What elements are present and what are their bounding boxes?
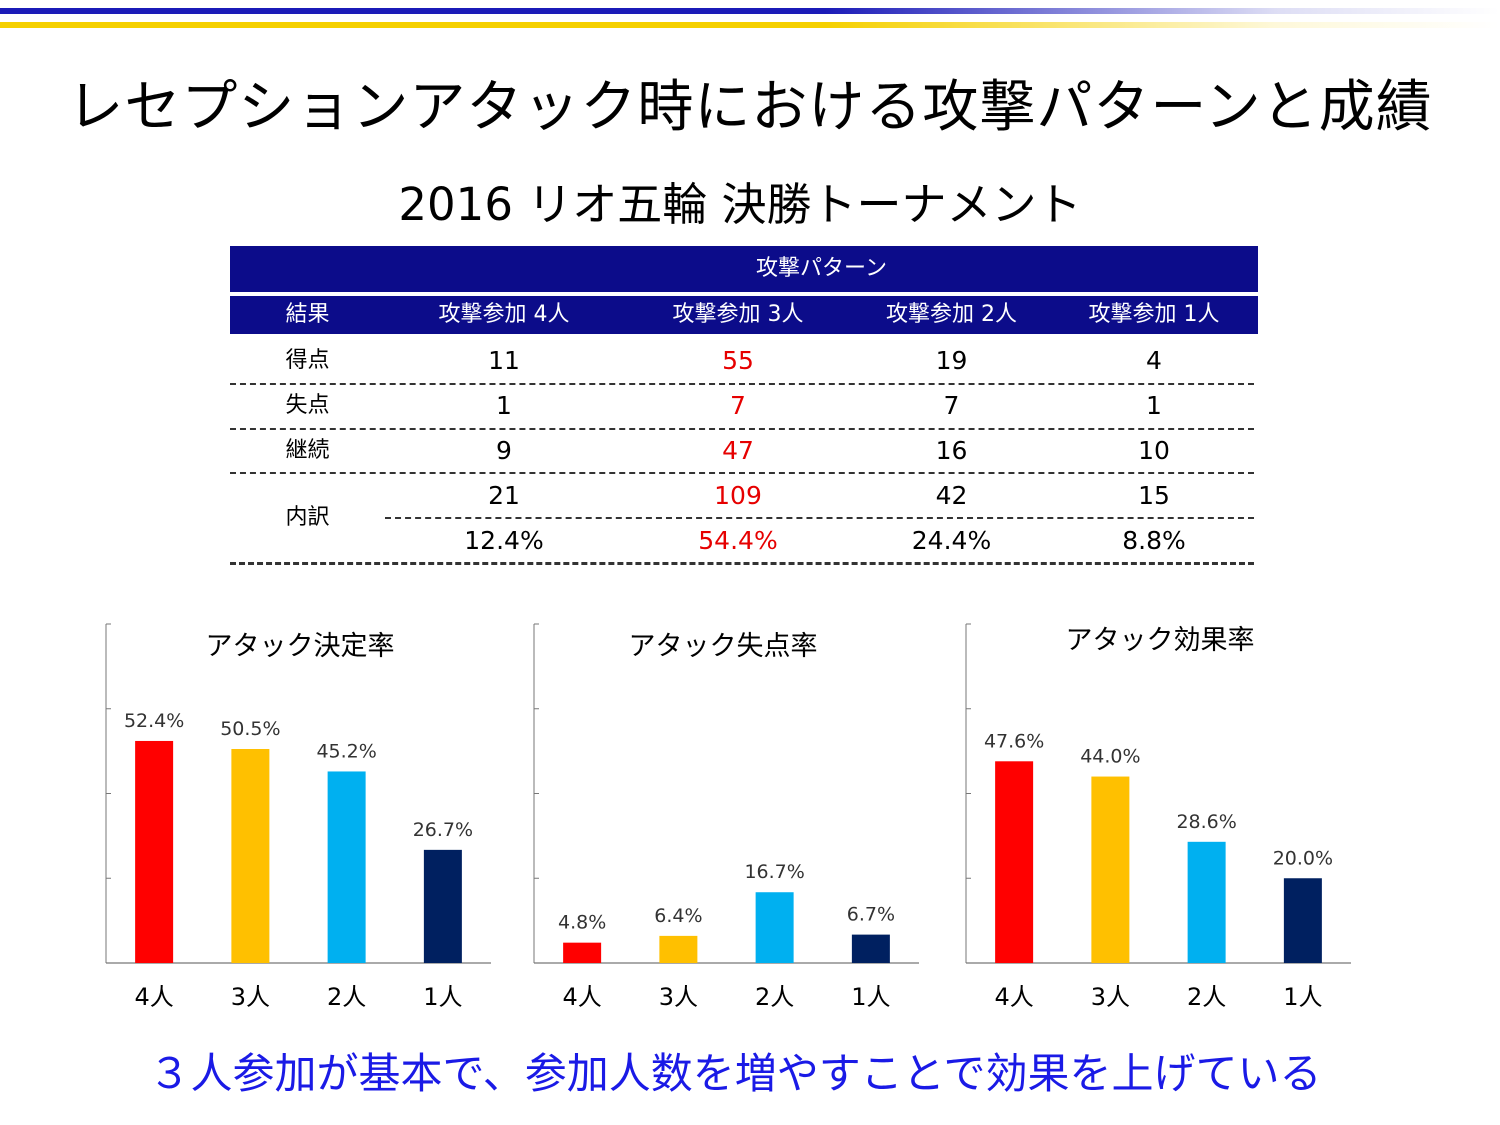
table-row-label-merged: 内訳 (230, 496, 385, 540)
category-label: 1人 (1283, 983, 1322, 1011)
chart-plot: 4.8% 4人 6.4% 3人 16.7% 2人 6.7% 1人 (533, 623, 919, 1011)
bar (231, 749, 270, 963)
chart-plot: 47.6% 4人 44.0% 3人 28.6% 2人 20.0% 1人 (965, 623, 1351, 1011)
data-label: 28.6% (1176, 811, 1236, 833)
chart-title: アタック決定率 (205, 631, 395, 662)
table-cell: 47 (722, 436, 754, 465)
data-label: 20.0% (1273, 847, 1333, 869)
bar (135, 740, 174, 963)
table-cell: 7 (943, 391, 960, 420)
page-title: レセプションアタック時における攻撃パターンと成績 (67, 75, 1433, 140)
chart-title: アタック効果率 (1065, 625, 1255, 656)
table-cell: 9 (496, 436, 512, 465)
data-label: 6.7% (847, 904, 895, 926)
column-header: 攻撃参加 1人 (1088, 302, 1220, 327)
table-cell: 16 (935, 436, 968, 465)
table-bottom-border (230, 562, 1254, 565)
attack-efficiency-chart: アタック効果率 47.6% 4人 44.0% 3人 28.6% 2人 20.0% 1人 (965, 622, 1355, 1022)
table-cell: 4 (1146, 346, 1162, 375)
category-label: 3人 (659, 983, 698, 1011)
attack-success-rate-chart: アタック決定率 52.4% 4人 50.5% 3人 45.2% 2人 26.7% 1人 (105, 622, 495, 1022)
row-label: 得点 (285, 348, 330, 373)
table-cell: 55 (722, 346, 754, 375)
attack-error-rate-chart: アタック失点率 4.8% 4人 6.4% 3人 16.7% 2人 6.7% 1人 (533, 622, 923, 1022)
category-label: 2人 (1187, 983, 1226, 1011)
table-header-columns: 結果 攻撃参加 4人 攻撃参加 3人 攻撃参加 2人 攻撃参加 1人 (230, 296, 1258, 334)
bar (755, 892, 794, 963)
table-cell: 8.8% (1122, 526, 1186, 555)
data-label: 16.7% (744, 861, 804, 883)
data-label: 4.8% (558, 912, 606, 934)
table-row: 得点 11 55 19 4 (230, 339, 1258, 383)
table-cell: 19 (935, 346, 968, 375)
page-subtitle: 2016 リオ五輪 決勝トーナメント (398, 178, 1082, 231)
conclusion-text: ３人参加が基本で、参加人数を増やすことで効果を上げている (148, 1049, 1322, 1098)
row-label: 継続 (285, 438, 330, 463)
category-label: 1人 (423, 983, 462, 1011)
table-cell: 1 (1146, 391, 1162, 420)
category-label: 3人 (231, 983, 270, 1011)
group-header: 攻撃パターン (756, 256, 887, 281)
category-label: 4人 (562, 983, 601, 1011)
table-cell: 54.4% (698, 526, 778, 555)
bar (1091, 776, 1130, 963)
bar (995, 761, 1034, 963)
chart-plot: 52.4% 4人 50.5% 3人 45.2% 2人 26.7% 1人 (105, 623, 491, 1011)
category-label: 1人 (851, 983, 890, 1011)
data-label: 47.6% (984, 730, 1044, 752)
bar (851, 934, 890, 963)
chart-title: アタック失点率 (628, 631, 818, 662)
row-divider (230, 383, 1254, 385)
category-label: 4人 (134, 983, 173, 1011)
column-header: 攻撃参加 4人 (438, 302, 570, 327)
bar (423, 849, 462, 963)
table-cell: 1 (496, 391, 512, 420)
table-cell: 24.4% (911, 526, 992, 555)
column-header: 攻撃参加 3人 (672, 302, 804, 327)
table-row: 21 109 42 15 (230, 474, 1258, 518)
data-label: 50.5% (220, 718, 280, 740)
bar (327, 771, 366, 963)
table-cell: 15 (1138, 481, 1170, 510)
table-header-top: 攻撃パターン (230, 246, 1258, 292)
category-label: 4人 (994, 983, 1033, 1011)
category-label: 2人 (327, 983, 366, 1011)
header-stripe-yellow (0, 22, 1500, 28)
result-header: 結果 (285, 302, 330, 327)
row-divider (230, 472, 1254, 474)
table-row: 失点 1 7 7 1 (230, 384, 1258, 428)
data-label: 44.0% (1080, 746, 1140, 768)
category-label: 2人 (755, 983, 794, 1011)
bar (1283, 878, 1322, 963)
table-row: 継続 9 47 16 10 (230, 429, 1258, 473)
table-cell: 12.4% (464, 526, 544, 555)
bar (563, 942, 602, 963)
row-label: 内訳 (285, 505, 330, 530)
table-cell: 7 (730, 391, 746, 420)
data-label: 6.4% (654, 905, 702, 927)
table-cell: 42 (935, 481, 968, 510)
bar (1187, 841, 1226, 963)
data-label: 45.2% (316, 740, 376, 762)
table-row: 12.4% 54.4% 24.4% 8.8% (230, 519, 1258, 563)
table-cell: 10 (1138, 436, 1170, 465)
table-cell: 11 (488, 346, 520, 375)
category-label: 3人 (1091, 983, 1130, 1011)
header-stripe-blue (0, 8, 1500, 14)
table-cell: 21 (488, 481, 520, 510)
column-header: 攻撃参加 2人 (886, 302, 1017, 327)
row-divider (385, 517, 1254, 519)
table-cell: 109 (714, 481, 762, 510)
data-label: 52.4% (124, 710, 184, 732)
header-divider (385, 292, 1258, 296)
row-label: 失点 (285, 393, 330, 418)
row-divider (230, 428, 1254, 430)
bar (659, 935, 698, 963)
data-label: 26.7% (413, 819, 473, 841)
